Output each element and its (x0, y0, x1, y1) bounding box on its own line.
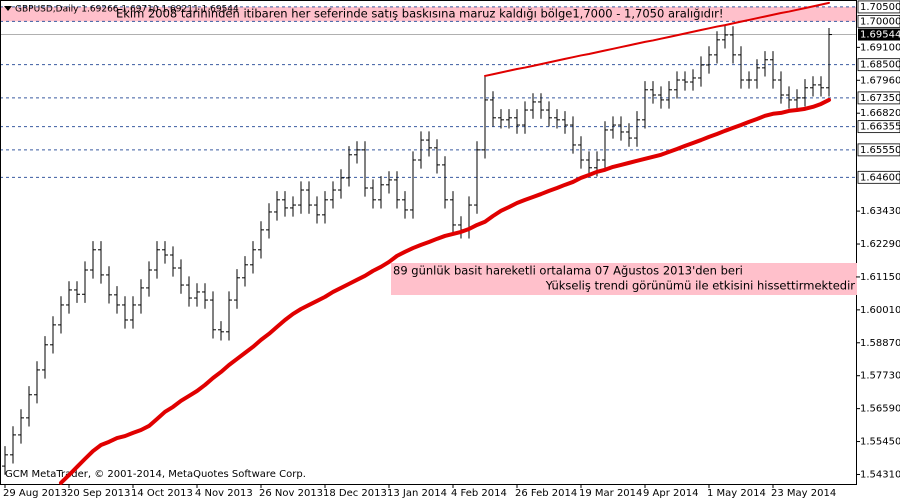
y-tick-label: 1.61150 (860, 272, 900, 283)
level-label-box (857, 143, 900, 157)
x-tick-label: 19 Mar 2014 (579, 488, 642, 499)
last-price-box (858, 28, 900, 41)
level-label-box (857, 14, 900, 28)
x-tick-label: 20 Sep 2013 (67, 488, 130, 499)
level-label: 1.65550 (860, 145, 900, 156)
chart-title: GBPUSD,Daily 1.69266 1.69710 1.69211 1.6… (15, 5, 239, 15)
moving-average (59, 97, 831, 485)
x-tick-label: 14 Oct 2013 (131, 488, 193, 499)
level-label: 1.70000 (860, 16, 900, 27)
level-label-box (857, 91, 900, 105)
level-label: 1.67350 (860, 93, 900, 104)
x-tick-label: 9 Apr 2014 (643, 488, 698, 499)
level-label: 1.64600 (860, 172, 900, 183)
y-tick-label: 1.62290 (860, 239, 900, 250)
level-label-box (857, 58, 900, 72)
y-tick-label: 1.56590 (860, 404, 900, 415)
level-label: 1.66355 (860, 122, 900, 133)
last-price-label: 1.69544 (860, 30, 900, 41)
annotation-box (391, 263, 857, 295)
footer: GCM MetaTrader, © 2001-2014, MetaQuotes … (5, 469, 306, 480)
level-label-box (857, 120, 900, 134)
y-tick-label: 1.67960 (860, 75, 900, 86)
x-tick-label: 1 May 2014 (707, 488, 766, 499)
y-tick-label: 1.57730 (860, 371, 900, 382)
header-icon (4, 6, 12, 11)
level-label: 1.70500 (860, 2, 900, 13)
plot-frame (0, 0, 857, 485)
trendline (484, 1, 830, 77)
y-tick-label: 1.63430 (860, 206, 900, 217)
x-tick-label: 13 Jan 2014 (387, 488, 447, 499)
level-label-box (857, 170, 900, 184)
y-tick-label: 1.55450 (860, 437, 900, 448)
x-tick-label: 23 May 2014 (771, 488, 836, 499)
x-tick-label: 4 Nov 2013 (195, 488, 253, 499)
x-tick-label: 4 Feb 2014 (451, 488, 507, 499)
y-tick-label: 1.69100 (860, 42, 900, 53)
y-tick-label: 1.54310 (860, 469, 900, 480)
level-label-box (857, 0, 900, 14)
y-tick-label: 1.60010 (860, 305, 900, 316)
x-tick-label: 26 Feb 2014 (515, 488, 577, 499)
x-tick-label: 29 Aug 2013 (3, 488, 67, 499)
annotation: Yükseliş trendi görünümü ile etkisini hi… (545, 279, 856, 293)
annotation: Ekim 2008 tarihinden itibaren her seferi… (116, 7, 724, 21)
x-tick-label: 18 Dec 2013 (323, 488, 387, 499)
resistance-zone (0, 6, 856, 22)
y-tick-label: 1.58870 (860, 338, 900, 349)
x-tick-label: 26 Nov 2013 (259, 488, 323, 499)
y-tick-label: 1.66820 (860, 108, 900, 119)
annotation: 89 günlük basit hareketli ortalama 07 Ağ… (393, 264, 743, 278)
level-label: 1.68500 (860, 60, 900, 71)
